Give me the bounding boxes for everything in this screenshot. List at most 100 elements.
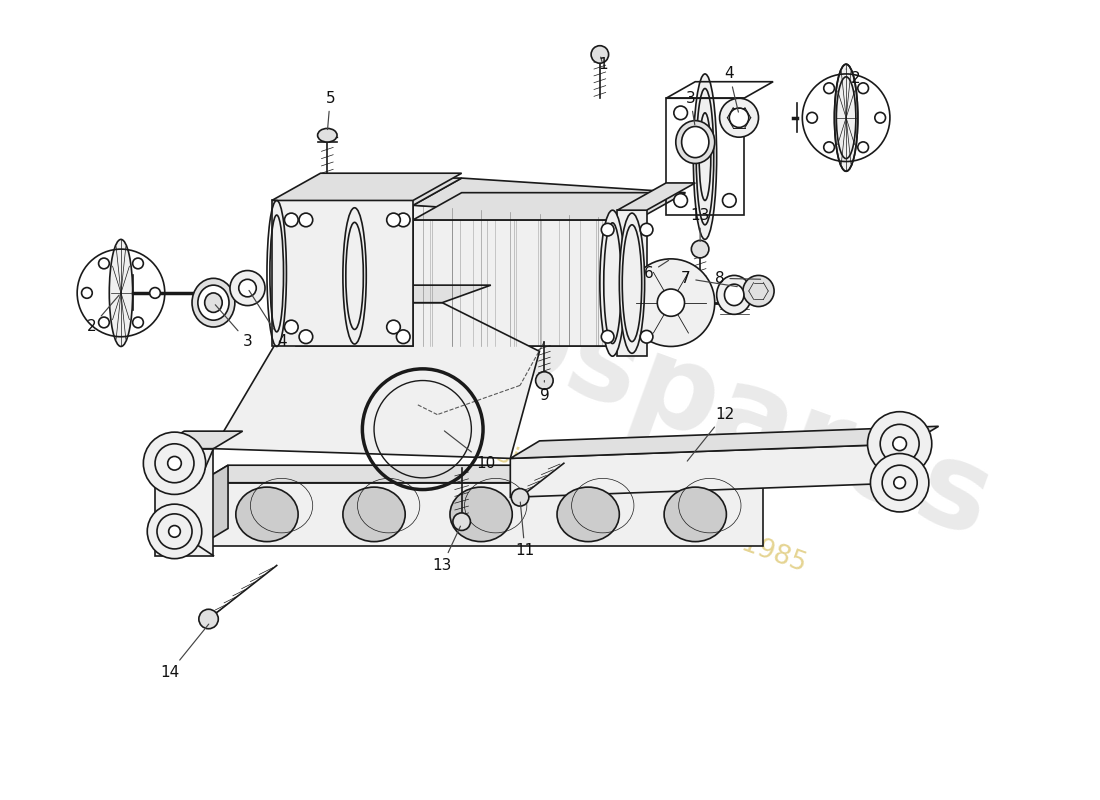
Text: 10: 10 xyxy=(444,431,496,470)
Ellipse shape xyxy=(627,259,715,346)
Ellipse shape xyxy=(167,457,182,470)
Ellipse shape xyxy=(387,320,400,334)
Ellipse shape xyxy=(870,454,928,512)
Text: 4: 4 xyxy=(725,66,738,112)
Ellipse shape xyxy=(239,279,256,297)
Text: 14: 14 xyxy=(160,624,209,680)
Text: 13: 13 xyxy=(691,207,710,242)
Text: 13: 13 xyxy=(432,526,461,573)
Ellipse shape xyxy=(717,275,751,314)
Polygon shape xyxy=(296,206,412,346)
Text: 4: 4 xyxy=(249,290,286,349)
Ellipse shape xyxy=(806,112,817,123)
Ellipse shape xyxy=(198,285,229,320)
Ellipse shape xyxy=(719,98,759,137)
Polygon shape xyxy=(412,206,637,346)
Text: 1: 1 xyxy=(598,57,607,72)
Ellipse shape xyxy=(640,330,653,343)
Text: 6: 6 xyxy=(644,260,669,281)
Ellipse shape xyxy=(858,83,869,94)
Ellipse shape xyxy=(868,412,932,476)
Ellipse shape xyxy=(674,106,688,120)
Ellipse shape xyxy=(682,126,708,158)
Polygon shape xyxy=(199,466,793,482)
Polygon shape xyxy=(296,178,462,206)
Ellipse shape xyxy=(143,432,206,494)
Polygon shape xyxy=(617,210,647,356)
Ellipse shape xyxy=(723,106,736,120)
Ellipse shape xyxy=(318,129,337,142)
Ellipse shape xyxy=(894,477,905,489)
Ellipse shape xyxy=(674,194,688,207)
Polygon shape xyxy=(213,302,539,458)
Polygon shape xyxy=(199,482,763,546)
Ellipse shape xyxy=(692,240,708,258)
Text: 2: 2 xyxy=(846,69,860,86)
Text: 7: 7 xyxy=(681,271,737,286)
Ellipse shape xyxy=(285,213,298,226)
Ellipse shape xyxy=(99,317,109,328)
Ellipse shape xyxy=(81,287,92,298)
Text: 12: 12 xyxy=(688,407,734,461)
Ellipse shape xyxy=(664,487,726,542)
Ellipse shape xyxy=(396,213,410,226)
Ellipse shape xyxy=(99,258,109,269)
Ellipse shape xyxy=(453,513,471,530)
Ellipse shape xyxy=(557,487,619,542)
Text: 8: 8 xyxy=(715,271,760,286)
Text: a passion for parts since 1985: a passion for parts since 1985 xyxy=(426,417,810,578)
Ellipse shape xyxy=(602,223,614,236)
Ellipse shape xyxy=(396,330,410,343)
Ellipse shape xyxy=(536,372,553,390)
Ellipse shape xyxy=(693,74,717,239)
Polygon shape xyxy=(412,193,666,220)
Ellipse shape xyxy=(230,270,265,306)
Ellipse shape xyxy=(387,213,400,226)
Ellipse shape xyxy=(343,487,405,542)
Text: 11: 11 xyxy=(515,502,535,558)
Ellipse shape xyxy=(600,210,625,356)
Polygon shape xyxy=(617,183,695,210)
Polygon shape xyxy=(344,285,491,302)
Ellipse shape xyxy=(725,284,744,306)
Ellipse shape xyxy=(343,208,366,344)
Ellipse shape xyxy=(591,46,608,63)
Polygon shape xyxy=(510,426,938,458)
Text: eurospares: eurospares xyxy=(266,199,1008,562)
Ellipse shape xyxy=(675,121,715,163)
Text: 3: 3 xyxy=(685,90,695,125)
Ellipse shape xyxy=(619,213,645,354)
Ellipse shape xyxy=(742,275,774,306)
Ellipse shape xyxy=(199,610,218,629)
Ellipse shape xyxy=(835,64,858,171)
Polygon shape xyxy=(412,178,685,220)
Ellipse shape xyxy=(133,258,143,269)
Ellipse shape xyxy=(205,293,222,312)
Ellipse shape xyxy=(150,287,161,298)
Text: 3: 3 xyxy=(216,305,252,349)
Ellipse shape xyxy=(168,526,180,538)
Polygon shape xyxy=(510,444,910,498)
Ellipse shape xyxy=(235,487,298,542)
Polygon shape xyxy=(155,449,213,556)
Text: 2: 2 xyxy=(87,295,119,334)
Ellipse shape xyxy=(893,437,906,450)
Ellipse shape xyxy=(192,278,235,327)
Text: 9: 9 xyxy=(539,381,549,402)
Ellipse shape xyxy=(723,194,736,207)
Ellipse shape xyxy=(147,504,201,558)
Text: 5: 5 xyxy=(326,90,336,130)
Ellipse shape xyxy=(450,487,513,542)
Ellipse shape xyxy=(133,317,143,328)
Ellipse shape xyxy=(285,320,298,334)
Polygon shape xyxy=(272,201,412,346)
Ellipse shape xyxy=(729,108,749,127)
Ellipse shape xyxy=(658,289,684,316)
Ellipse shape xyxy=(299,213,312,226)
Ellipse shape xyxy=(602,330,614,343)
Ellipse shape xyxy=(512,489,529,506)
Ellipse shape xyxy=(874,112,886,123)
Polygon shape xyxy=(412,220,617,346)
Ellipse shape xyxy=(109,239,133,346)
Polygon shape xyxy=(199,466,228,546)
